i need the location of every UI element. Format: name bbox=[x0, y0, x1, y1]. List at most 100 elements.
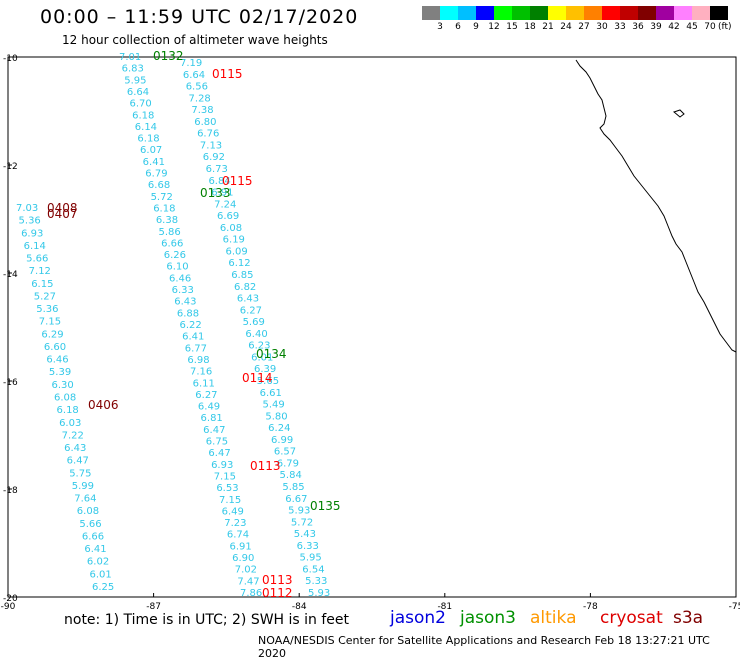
scale-swatch bbox=[422, 6, 440, 20]
wave-height-value: 6.38 bbox=[156, 215, 178, 226]
wave-height-value: 6.53 bbox=[216, 483, 238, 494]
wave-height-value: 6.81 bbox=[201, 413, 223, 424]
scale-label: 42 bbox=[668, 22, 680, 32]
wave-height-value: 6.64 bbox=[183, 70, 205, 81]
wave-height-value: 7.19 bbox=[180, 58, 202, 69]
time-label: 0408 bbox=[47, 201, 78, 215]
wave-height-value: 6.26 bbox=[164, 250, 186, 261]
wave-height-value: 6.74 bbox=[227, 530, 249, 541]
scale-label: 21 bbox=[542, 22, 554, 32]
wave-height-value: 6.24 bbox=[268, 423, 290, 434]
wave-height-value: 6.18 bbox=[137, 134, 159, 145]
lat-label: -18 bbox=[3, 486, 18, 496]
wave-height-value: 6.25 bbox=[92, 582, 114, 593]
wave-height-value: 6.18 bbox=[153, 203, 175, 214]
wave-height-value: 6.64 bbox=[127, 87, 149, 98]
wave-height-value: 6.08 bbox=[54, 393, 76, 404]
time-label: 0114 bbox=[242, 371, 273, 385]
wave-height-value: 6.22 bbox=[180, 320, 202, 331]
wave-height-value: 6.14 bbox=[24, 241, 46, 252]
time-label: 0134 bbox=[256, 347, 287, 361]
wave-height-value: 6.12 bbox=[228, 258, 250, 269]
wave-height-value: 6.67 bbox=[285, 494, 307, 505]
wave-height-value: 5.36 bbox=[36, 304, 58, 315]
footer-credit: NOAA/NESDIS Center for Satellite Applica… bbox=[258, 634, 710, 660]
wave-height-value: 6.49 bbox=[198, 402, 220, 413]
wave-height-value: 6.88 bbox=[177, 308, 199, 319]
wave-height-value: 6.82 bbox=[234, 282, 256, 293]
scale-label: 15 bbox=[506, 22, 518, 32]
legend-item-s3a: s3a bbox=[673, 608, 704, 628]
wave-height-value: 6.91 bbox=[229, 541, 251, 552]
wave-height-value: 6.19 bbox=[223, 235, 245, 246]
scale-label: 18 bbox=[524, 22, 536, 32]
lat-label: -14 bbox=[3, 270, 18, 280]
color-scale-unit: (ft) bbox=[718, 22, 732, 32]
wave-height-value: 6.18 bbox=[57, 405, 79, 416]
wave-height-value: 6.56 bbox=[186, 82, 208, 93]
wave-height-value: 6.93 bbox=[21, 228, 43, 239]
lon-label: -75 bbox=[729, 602, 740, 612]
scale-label: 45 bbox=[686, 22, 698, 32]
wave-height-value: 5.72 bbox=[151, 192, 173, 203]
wave-height-value: 7.15 bbox=[39, 317, 61, 328]
scale-label: 3 bbox=[437, 22, 443, 32]
scale-swatch bbox=[584, 6, 602, 20]
wave-height-value: 5.65 bbox=[257, 376, 279, 387]
wave-height-value: 6.75 bbox=[206, 437, 228, 448]
wave-height-value: 6.27 bbox=[240, 305, 262, 316]
wave-height-value: 5.85 bbox=[282, 482, 304, 493]
wave-height-value: 6.41 bbox=[143, 157, 165, 168]
wave-height-value: 7.86 bbox=[240, 588, 262, 599]
wave-height-value: 5.36 bbox=[19, 216, 41, 227]
wave-height-value: 6.66 bbox=[82, 531, 104, 542]
wave-height-value: 5.66 bbox=[26, 254, 48, 265]
scale-swatch bbox=[638, 6, 656, 20]
scale-swatch bbox=[476, 6, 494, 20]
legend-item-jason2: jason2 bbox=[390, 608, 446, 628]
scale-swatch bbox=[656, 6, 674, 20]
wave-height-value: 7.38 bbox=[191, 105, 213, 116]
legend-item-altika: altika bbox=[530, 608, 577, 628]
wave-height-value: 6.60 bbox=[44, 342, 66, 353]
scale-label: 9 bbox=[473, 22, 479, 32]
time-label: 0407 bbox=[47, 207, 78, 221]
wave-height-value: 6.41 bbox=[182, 332, 204, 343]
lon-label: -78 bbox=[583, 602, 598, 612]
wave-height-value: 5.75 bbox=[69, 468, 91, 479]
wave-height-value: 5.43 bbox=[294, 529, 316, 540]
wave-height-value: 5.99 bbox=[72, 481, 94, 492]
scale-swatch bbox=[674, 6, 692, 20]
time-label: 0115 bbox=[212, 67, 243, 81]
wave-height-value: 5.93 bbox=[288, 506, 310, 517]
scale-swatch bbox=[512, 6, 530, 20]
wave-height-value: 6.69 bbox=[217, 211, 239, 222]
scale-swatch bbox=[566, 6, 584, 20]
wave-height-value: 5.39 bbox=[49, 367, 71, 378]
scale-swatch bbox=[494, 6, 512, 20]
wave-height-value: 5.66 bbox=[79, 519, 101, 530]
wave-height-value: 6.40 bbox=[245, 329, 267, 340]
wave-height-value: 7.01 bbox=[119, 52, 141, 63]
wave-height-value: 6.84 bbox=[208, 176, 230, 187]
scale-swatch bbox=[440, 6, 458, 20]
wave-height-value: 7.03 bbox=[16, 203, 38, 214]
wave-height-value: 5.95 bbox=[124, 75, 146, 86]
wave-height-value: 7.02 bbox=[235, 565, 257, 576]
scale-label: 27 bbox=[578, 22, 590, 32]
lon-label: -87 bbox=[146, 602, 161, 612]
wave-height-value: 6.79 bbox=[145, 169, 167, 180]
wave-height-value: 6.33 bbox=[172, 285, 194, 296]
scale-label: 36 bbox=[632, 22, 644, 32]
wave-height-value: 6.30 bbox=[51, 380, 73, 391]
wave-height-value: 6.80 bbox=[194, 117, 216, 128]
scale-swatch bbox=[710, 6, 728, 20]
scale-label: 12 bbox=[488, 22, 500, 32]
wave-height-value: 5.49 bbox=[262, 400, 284, 411]
wave-height-value: 5.93 bbox=[308, 588, 330, 599]
scale-label: 30 bbox=[596, 22, 608, 32]
wave-height-value: 6.83 bbox=[122, 64, 144, 75]
time-label: 0135 bbox=[310, 499, 341, 513]
wave-height-value: 7.64 bbox=[74, 494, 96, 505]
note-text: note: 1) Time is in UTC; 2) SWH is in fe… bbox=[64, 612, 350, 628]
